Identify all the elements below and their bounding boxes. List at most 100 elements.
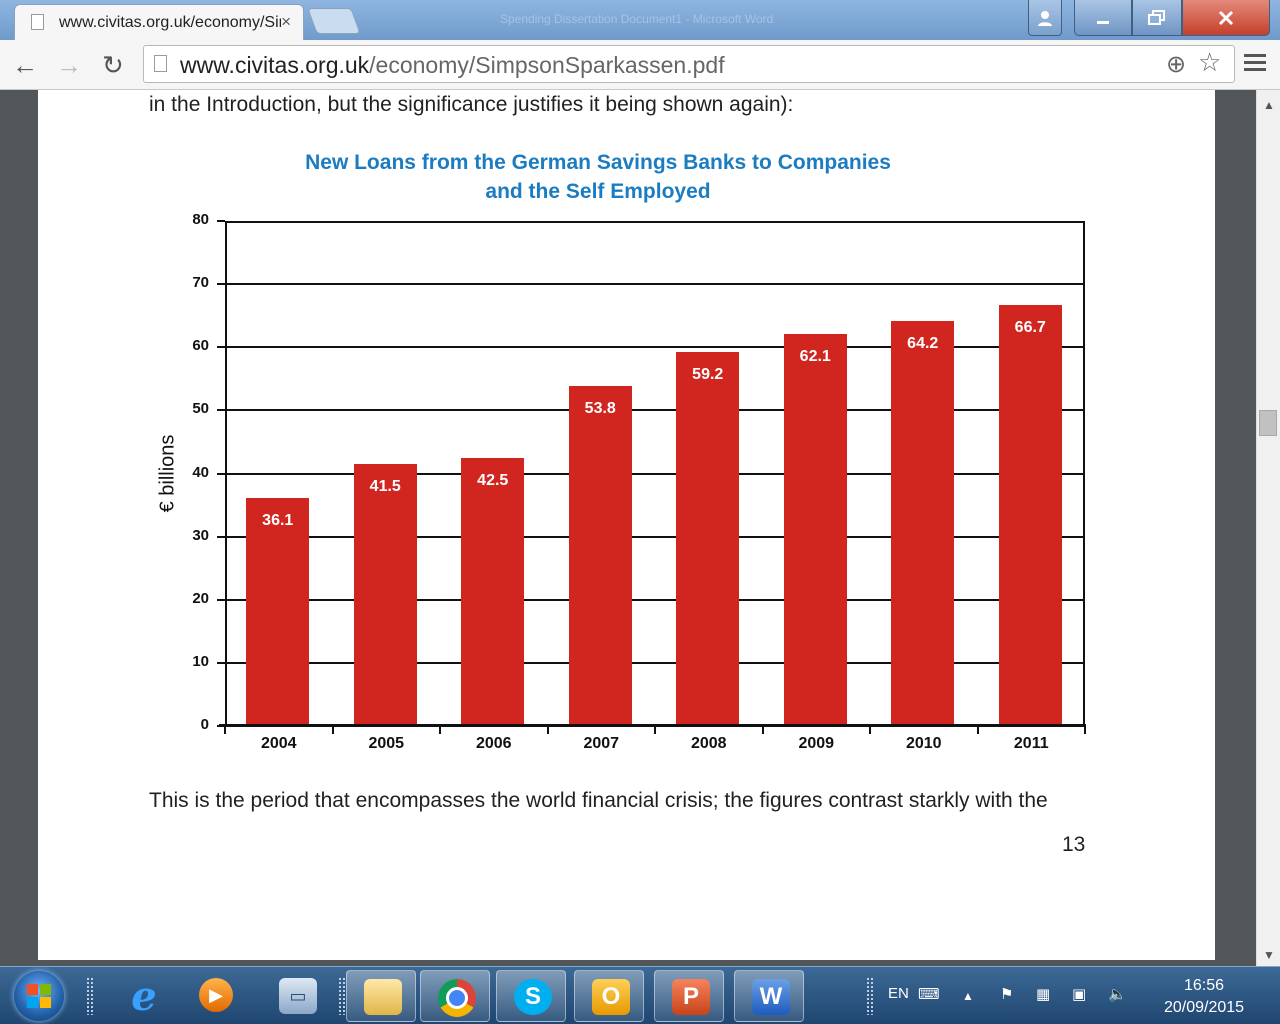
minimize-icon	[1097, 20, 1109, 24]
taskbar-powerpoint[interactable]: P	[654, 970, 724, 1022]
bar-2008	[676, 352, 740, 726]
zoom-icon[interactable]: ⊕	[1166, 51, 1187, 78]
y-tick-label: 0	[200, 716, 209, 733]
quicklaunch-gripper[interactable]	[86, 977, 94, 1015]
language-indicator[interactable]: EN	[888, 985, 909, 1002]
page-number: 13	[1062, 833, 1086, 856]
taskbar-skype[interactable]: S	[496, 970, 566, 1022]
internet-explorer-icon: e	[131, 972, 157, 1020]
x-tick-mark	[761, 724, 764, 734]
tab-close-icon[interactable]: ×	[281, 12, 291, 31]
y-tick-label: 60	[192, 337, 209, 355]
taskbar-network[interactable]: ▭	[262, 970, 332, 1022]
chart-plot-area: 36.1 41.5 42.5 53.8 59.2 62.1 64.2 66.7	[225, 221, 1085, 726]
x-tick-mark	[1084, 724, 1086, 734]
x-axis-line	[219, 724, 1085, 727]
taskbar-internet-explorer[interactable]: e	[108, 970, 178, 1022]
tray-windows-icon[interactable]: ▦	[1036, 986, 1051, 1003]
y-tick-label: 10	[192, 652, 209, 670]
bar-2010	[891, 320, 955, 726]
bar-2005	[353, 464, 417, 726]
x-tick-label: 2004	[260, 735, 297, 752]
profile-button[interactable]	[1028, 0, 1062, 36]
bar-value-label: 41.5	[369, 478, 401, 496]
scroll-thumb[interactable]	[1259, 410, 1277, 436]
new-tab-button[interactable]	[307, 8, 361, 34]
user-icon	[1038, 10, 1052, 26]
x-tick-mark	[976, 724, 979, 734]
browser-tab[interactable]: www.civitas.org.uk/economy/SimpsonSparka…	[14, 4, 304, 40]
media-player-icon: ▶	[199, 978, 233, 1012]
x-tick-label: 2006	[475, 735, 512, 752]
volume-icon[interactable]: 🔈	[1108, 986, 1127, 1003]
bar-2006	[461, 457, 525, 726]
scroll-down-arrow-icon[interactable]: ▼	[1263, 948, 1275, 962]
action-center-flag-icon[interactable]: ⚑	[1000, 986, 1014, 1003]
x-tick-mark	[331, 724, 334, 734]
folder-icon	[364, 979, 402, 1015]
minimize-button[interactable]	[1074, 0, 1132, 36]
y-tick-label: 80	[192, 211, 209, 228]
x-tick-label: 2011	[1013, 735, 1049, 752]
close-window-button[interactable]	[1182, 0, 1270, 36]
clock[interactable]: 16:56 20/09/2015	[1144, 975, 1264, 1019]
chrome-menu-button[interactable]	[1244, 54, 1266, 72]
tray-gripper[interactable]	[866, 977, 874, 1015]
bar-value-label: 36.1	[262, 512, 294, 530]
restore-button[interactable]	[1132, 0, 1182, 36]
browser-toolbar: ← → ↻ www.civitas.org.uk/economy/Simpson…	[0, 40, 1280, 90]
url-host: www.civitas.org.uk	[180, 52, 370, 78]
document-icon	[31, 14, 44, 30]
show-hidden-icons-icon[interactable]: ▲	[962, 989, 974, 1003]
taskbar-google-chrome[interactable]	[420, 970, 490, 1022]
x-tick-label: 2010	[905, 735, 942, 752]
scroll-up-arrow-icon[interactable]: ▲	[1263, 98, 1275, 112]
pdf-viewer[interactable]: in the Introduction, but the significanc…	[0, 90, 1256, 966]
address-bar[interactable]: www.civitas.org.uk/economy/SimpsonSparka…	[143, 45, 1235, 83]
x-tick-mark	[546, 724, 549, 734]
forward-button[interactable]: →	[56, 50, 82, 80]
vertical-scrollbar[interactable]: ▲ ▼	[1256, 90, 1280, 966]
taskbar-media-player[interactable]: ▶	[182, 970, 252, 1022]
y-tick-mark	[217, 220, 225, 222]
chart-title-line1: New Loans from the German Savings Banks …	[305, 151, 891, 174]
y-tick-mark	[217, 346, 225, 349]
bar-2007	[568, 386, 632, 726]
gridline	[225, 346, 1085, 349]
bar-value-label: 62.1	[799, 347, 831, 365]
y-tick-mark	[217, 283, 225, 286]
start-button[interactable]	[14, 971, 64, 1021]
keyboard-icon[interactable]: ⌨	[918, 986, 940, 1003]
reload-button[interactable]: ↻	[102, 50, 124, 80]
bar-2009	[783, 333, 847, 726]
bar-value-label: 42.5	[477, 471, 509, 489]
y-tick-mark	[217, 409, 225, 412]
back-button[interactable]: ←	[12, 50, 38, 80]
y-tick-mark	[217, 472, 225, 475]
y-tick-mark	[217, 661, 225, 664]
y-tick-label: 50	[192, 400, 209, 418]
bar-2004	[246, 498, 310, 726]
taskbar-windows-explorer[interactable]	[346, 970, 416, 1022]
y-tick-label: 40	[192, 463, 209, 481]
gridline	[225, 283, 1085, 286]
chart-title-line2: and the Self Employed	[485, 180, 711, 203]
bookmark-star-icon[interactable]: ☆	[1198, 47, 1222, 77]
bar-value-label: 66.7	[1014, 318, 1046, 336]
gridline	[225, 598, 1085, 601]
gridline	[225, 409, 1085, 412]
bar-value-label: 64.2	[907, 334, 939, 352]
network-status-icon[interactable]: ▣	[1072, 986, 1087, 1003]
background-window-title: Spending Dissertation Document1 - Micros…	[500, 12, 774, 26]
x-tick-mark	[439, 724, 441, 734]
taskbar-outlook[interactable]: O	[574, 970, 644, 1022]
intro-paragraph: in the Introduction, but the significanc…	[149, 93, 794, 116]
taskbar-gripper[interactable]	[338, 977, 346, 1015]
skype-icon: S	[514, 979, 552, 1015]
gridline	[225, 535, 1085, 538]
bar-2011	[998, 304, 1062, 726]
x-tick-mark	[654, 724, 656, 734]
y-tick-label: 30	[192, 526, 209, 544]
url-text[interactable]: www.civitas.org.uk/economy/SimpsonSparka…	[180, 52, 725, 79]
taskbar-word[interactable]: W	[734, 970, 804, 1022]
